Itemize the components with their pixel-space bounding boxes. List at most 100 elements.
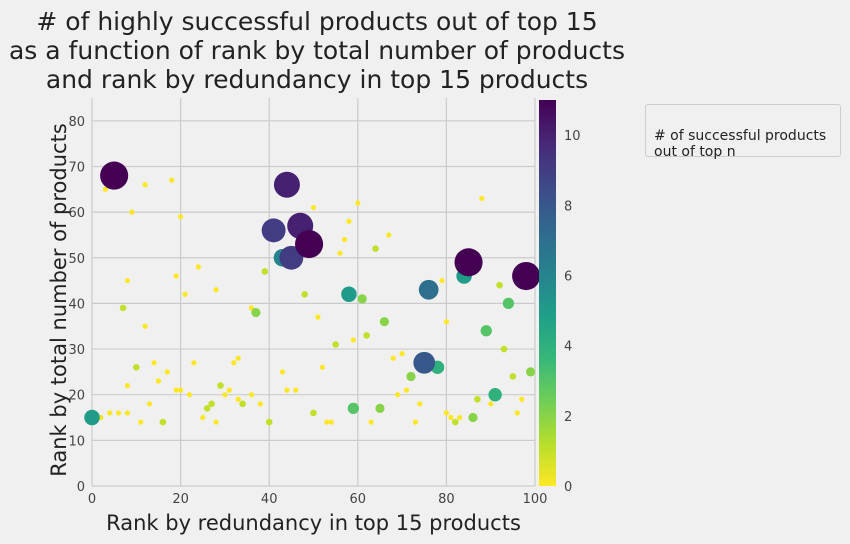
data-point [514,410,520,416]
data-point [372,245,379,252]
data-point [173,273,179,279]
y-tick-label: 50 [68,252,85,267]
data-point [178,214,184,220]
data-point [502,297,515,310]
data-point [363,332,370,339]
title-line: and rank by redundancy in top 15 product… [46,65,588,94]
data-point [509,373,517,380]
data-point [519,396,525,402]
data-point [417,401,423,407]
data-point [133,364,140,371]
data-point [375,403,385,413]
data-point [468,412,478,423]
y-tick-label: 30 [68,343,85,358]
y-tick-label: 10 [68,434,85,449]
data-point [443,410,449,416]
data-point [319,364,325,370]
data-point [107,410,113,416]
data-point [350,337,356,343]
data-point [413,351,436,374]
data-point [129,209,135,215]
data-point [100,161,129,190]
grid-lines [91,98,536,487]
data-point [337,250,343,256]
data-point [293,387,299,393]
data-point [265,418,273,426]
data-point [169,177,175,183]
data-point [164,369,170,375]
data-point [512,261,541,291]
data-point [412,419,418,425]
data-point [248,392,255,398]
x-tick-label: 60 [350,492,367,507]
data-point [239,400,246,408]
y-tick-label: 0 [77,480,85,495]
colorbar [539,100,556,486]
data-point [235,396,241,402]
data-points [84,161,541,426]
data-point [155,378,162,384]
data-point [324,419,330,425]
data-point [341,236,348,243]
data-point [173,387,179,393]
data-point [84,409,100,426]
data-point [142,323,148,329]
colorbar-tick-label: 10 [564,129,581,144]
legend-title: # of successful products out of top n [654,128,827,160]
data-point [251,307,261,318]
colorbar-tick-label: 0 [564,480,572,495]
data-point [146,401,153,407]
data-point [284,387,290,393]
data-point [368,419,374,425]
data-point [328,419,334,425]
colorbar-tick-label: 8 [564,199,572,214]
colorbar-tick-label: 6 [564,269,572,284]
data-point [203,405,211,412]
data-point [295,230,324,259]
data-point [525,367,536,377]
data-point [488,388,502,402]
x-tick-label: 20 [172,492,189,507]
data-point [261,218,286,243]
data-point [379,317,389,327]
data-point [443,319,449,325]
data-point [315,314,321,320]
data-point [273,171,300,198]
data-point [142,182,148,188]
data-point [479,195,485,202]
colorbar-tick-label: 4 [564,340,572,355]
x-tick-label: 0 [88,492,96,507]
data-point [341,286,357,303]
colorbar-tick-label: 2 [564,410,572,425]
x-tick-label: 40 [261,492,278,507]
x-tick-label: 100 [523,492,548,507]
legend: # of successful products out of top n [645,104,841,160]
y-tick-label: 80 [68,115,85,130]
data-point [208,400,215,408]
data-point [151,360,157,366]
title-line: as a function of rank by total number of… [9,36,625,65]
data-point [355,200,361,206]
data-point [454,248,483,277]
data-point [261,268,269,275]
data-point [222,392,228,398]
data-point [451,418,459,426]
y-tick-label: 70 [68,160,85,175]
data-point [186,392,193,398]
data-point [213,287,219,293]
y-tick-label: 40 [68,297,85,312]
title-line: # of highly successful products out of t… [36,7,597,36]
data-point [279,369,286,375]
data-point [399,351,405,357]
data-point [200,414,206,421]
chart-title: # of highly successful products out of t… [9,7,625,94]
colorbar-ticks: 0 2 4 6 8 10 [564,129,581,495]
data-point [346,218,352,224]
data-point [124,382,131,389]
data-point [395,392,401,398]
data-point [124,277,131,284]
x-axis-label: Rank by redundancy in top 15 products [106,511,521,535]
data-point [115,410,122,416]
data-point [195,264,201,270]
